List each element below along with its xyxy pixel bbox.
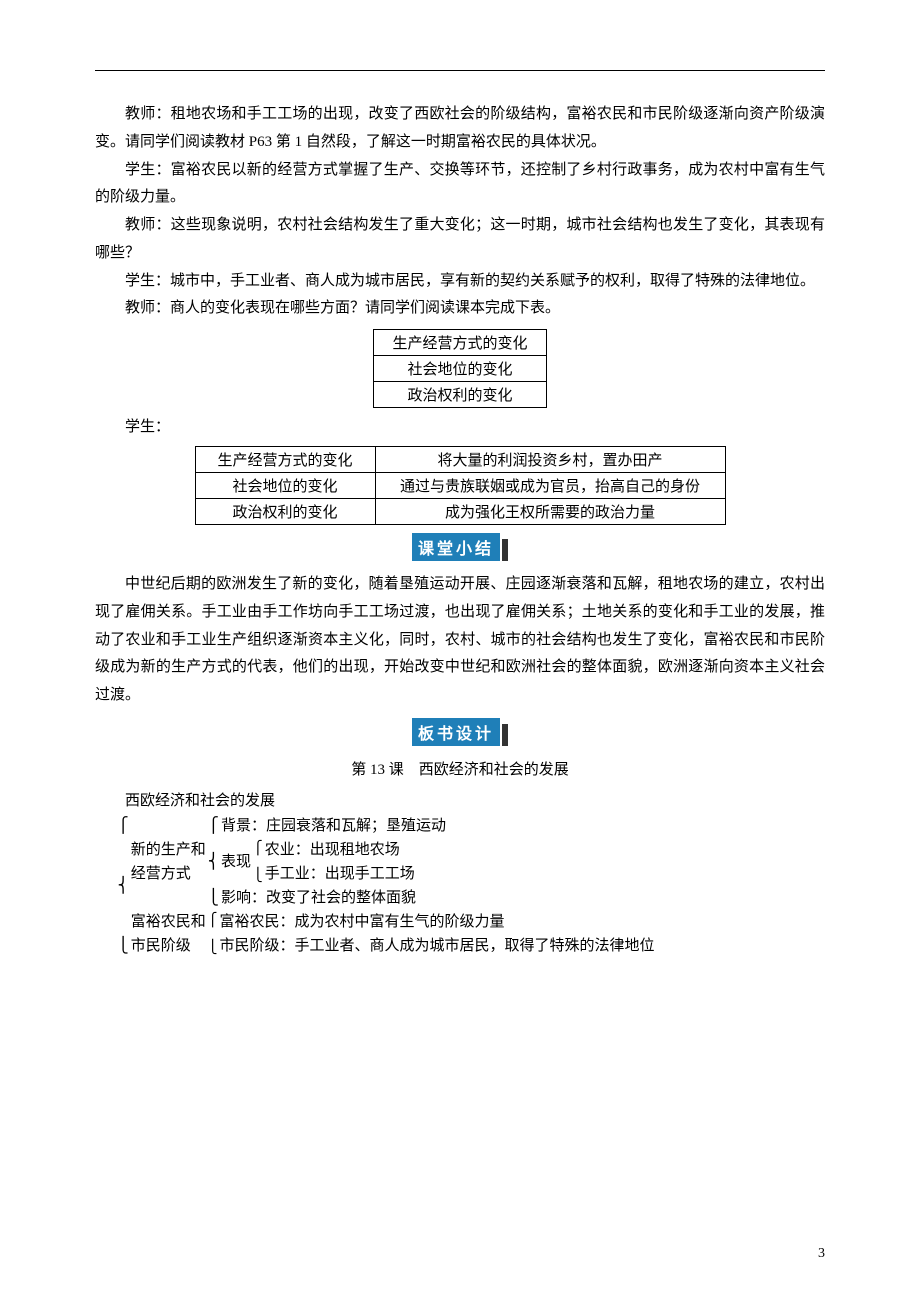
outline-container: 新的生产和 经营方式 背景：庄园衰落和瓦解；垦殖运动 表现 <box>118 814 826 958</box>
wide-table-r2c1: 社会地位的变化 <box>195 472 375 498</box>
paragraph-student-2: 学生：城市中，手工业者、商人成为城市居民，享有新的契约关系赋予的权利，取得了特殊… <box>95 268 825 296</box>
bracket-icon <box>208 814 219 910</box>
outline-g2-label-2: 市民阶级 <box>131 934 206 958</box>
outline-g1-bx1: 农业：出现租地农场 <box>265 838 415 862</box>
wide-table-r3c1: 政治权利的变化 <box>195 498 375 524</box>
paragraph-student-1: 学生：富裕农民以新的经营方式掌握了生产、交换等环节，还控制了乡村行政事务，成为农… <box>95 157 825 213</box>
small-table-r3: 政治权利的变化 <box>374 382 546 408</box>
section-board-header: 板书设计 <box>95 718 825 746</box>
section-board-label: 板书设计 <box>412 718 500 746</box>
wide-table-r1c1: 生产经营方式的变化 <box>195 446 375 472</box>
outline-g1-bx-label: 表现 <box>221 838 251 886</box>
wide-table: 生产经营方式的变化 将大量的利润投资乡村，置办田产 社会地位的变化 通过与贵族联… <box>195 446 726 525</box>
outline-heading: 西欧经济和社会的发展 <box>125 789 825 810</box>
lesson-title: 第 13 课 西欧经济和社会的发展 <box>95 758 825 779</box>
outline-group2-label: 富裕农民和 市民阶级 <box>131 910 206 958</box>
section-summary-label: 课堂小结 <box>412 533 500 561</box>
outline-g2-label-1: 富裕农民和 <box>131 910 206 934</box>
student-label: 学生： <box>125 414 825 442</box>
outline-g2-2: 市民阶级：手工业者、商人成为城市居民，取得了特殊的法律地位 <box>220 934 655 958</box>
section-bar-icon-2 <box>502 724 508 746</box>
page-number: 3 <box>818 1246 825 1262</box>
wide-table-r3c2: 成为强化王权所需要的政治力量 <box>375 498 725 524</box>
wide-table-r2c2: 通过与贵族联姻或成为官员，抬高自己的身份 <box>375 472 725 498</box>
outline-g1-label-1: 新的生产和 <box>131 838 206 862</box>
summary-paragraph: 中世纪后期的欧洲发生了新的变化，随着垦殖运动开展、庄园逐渐衰落和瓦解，租地农场的… <box>95 571 825 710</box>
wide-table-r1c2: 将大量的利润投资乡村，置办田产 <box>375 446 725 472</box>
outline-g1-bg: 背景：庄园衰落和瓦解；垦殖运动 <box>221 814 446 838</box>
section-summary-header: 课堂小结 <box>95 533 825 561</box>
outline-g1-yx: 影响：改变了社会的整体面貌 <box>221 886 446 910</box>
small-table-r1: 生产经营方式的变化 <box>374 330 546 356</box>
small-table-r2: 社会地位的变化 <box>374 356 546 382</box>
paragraph-teacher-1: 教师：租地农场和手工工场的出现，改变了西欧社会的阶级结构，富裕农民和市民阶级逐渐… <box>95 101 825 157</box>
bracket-icon <box>208 910 218 958</box>
outline-group1-label: 新的生产和 经营方式 <box>131 814 206 910</box>
bracket-icon <box>118 814 129 958</box>
paragraph-teacher-2: 教师：这些现象说明，农村社会结构发生了重大变化；这一时期，城市社会结构也发生了变… <box>95 212 825 268</box>
outline-g1-bx2: 手工业：出现手工工场 <box>265 862 415 886</box>
paragraph-teacher-3: 教师：商人的变化表现在哪些方面？请同学们阅读课本完成下表。 <box>95 295 825 323</box>
small-table: 生产经营方式的变化 社会地位的变化 政治权利的变化 <box>373 329 546 408</box>
outline-g1-label-2: 经营方式 <box>131 862 206 886</box>
section-bar-icon <box>502 539 508 561</box>
top-divider <box>95 70 825 71</box>
outline-g2-1: 富裕农民：成为农村中富有生气的阶级力量 <box>220 910 655 934</box>
bracket-icon <box>253 838 263 886</box>
